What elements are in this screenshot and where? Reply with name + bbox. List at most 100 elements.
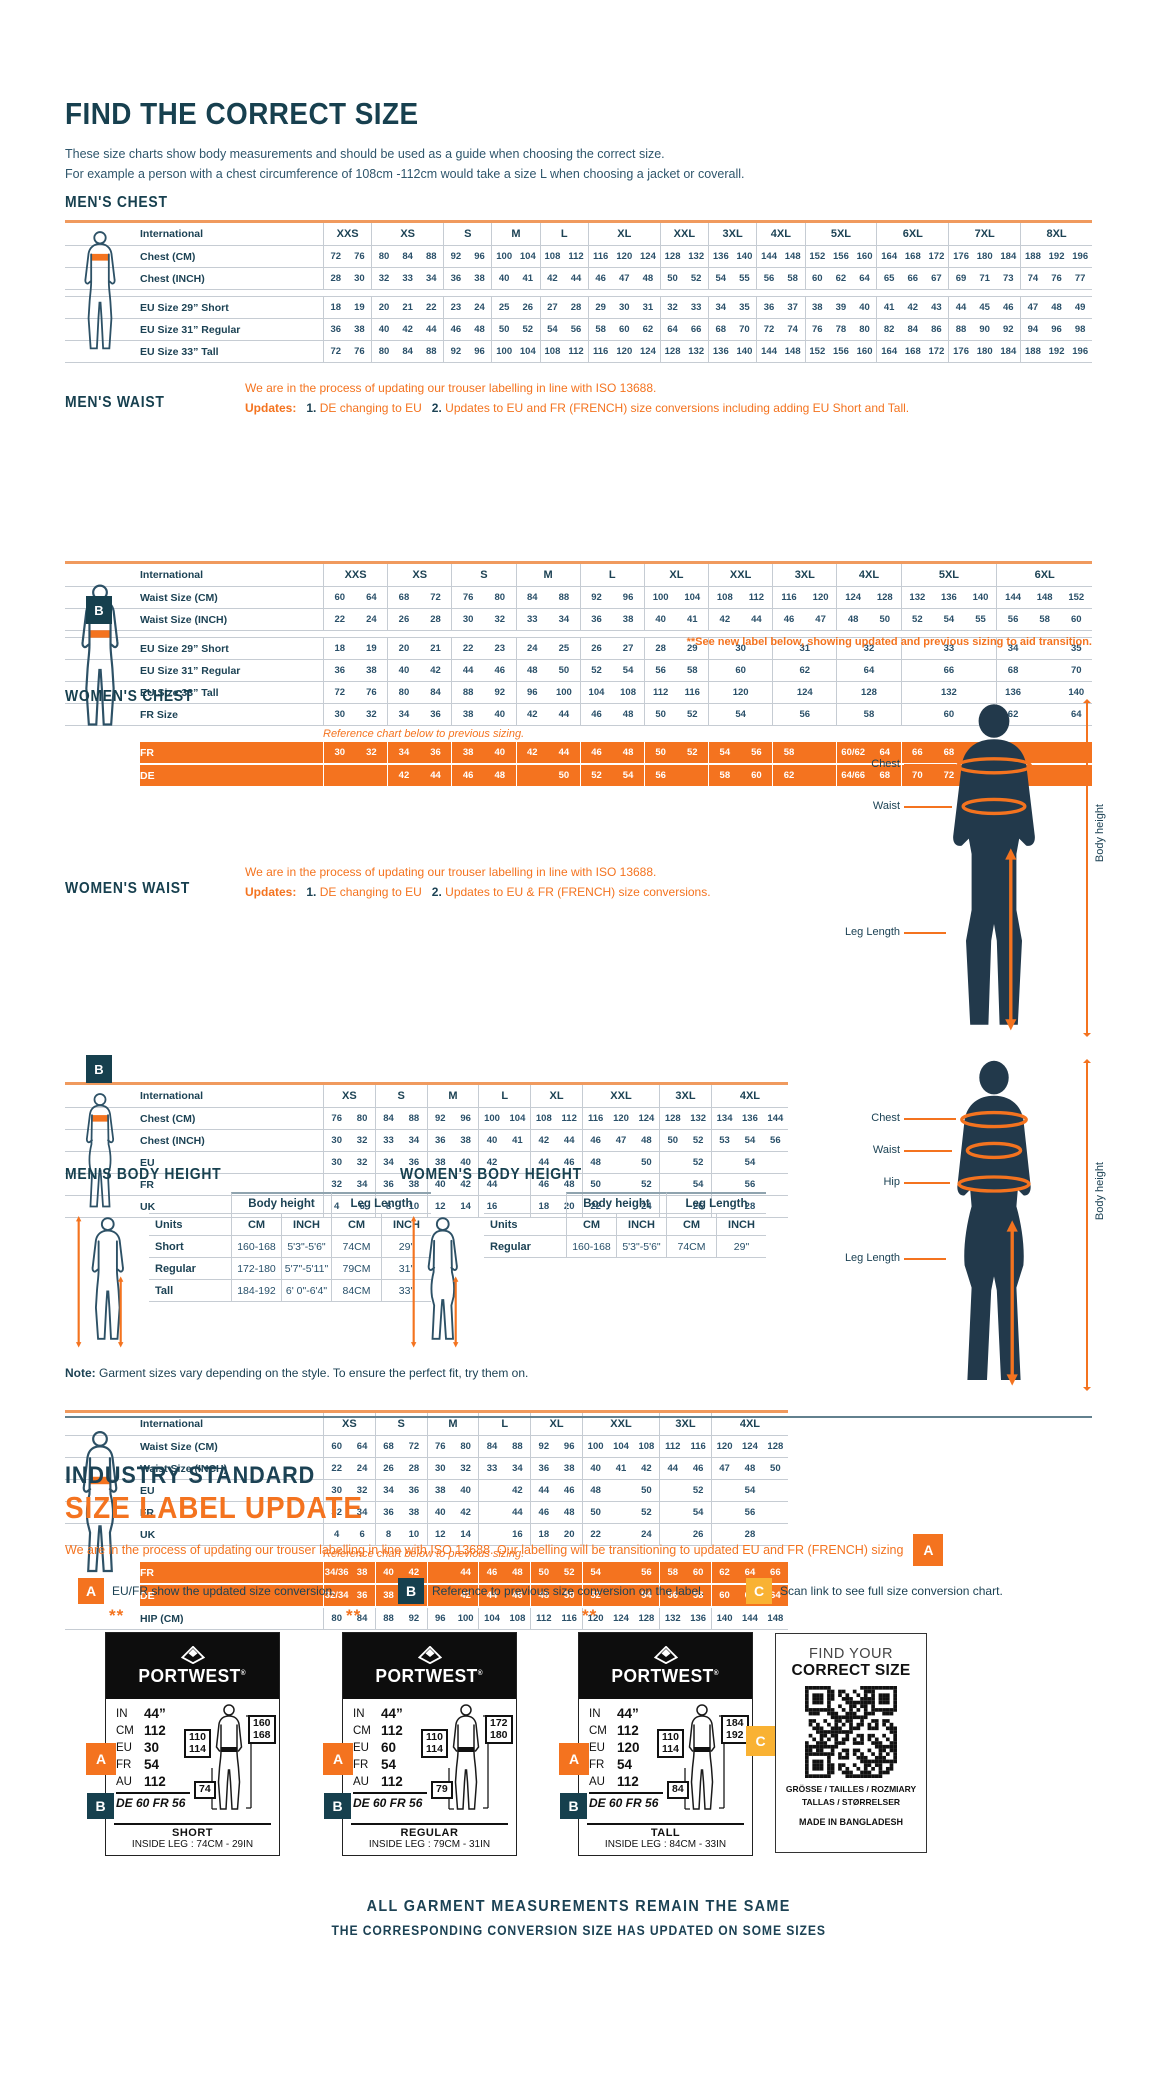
size-group: 136 140 [708, 246, 756, 267]
size-value: 128 [876, 592, 893, 603]
intro-line-1: These size charts show body measurements… [65, 147, 665, 161]
card-body: IN 44” CM 112 EU 60 FR 54 AU 112 DE 60 FR 56 [353, 1705, 427, 1810]
row-label: FR [140, 746, 154, 759]
womens-body-height-table: Body height Leg Length Units CM INCH CM INCH Re… [484, 1192, 766, 1258]
size-value: 66 [912, 747, 923, 758]
size-value: 36 [383, 1179, 394, 1190]
size-value: 80 [460, 1441, 471, 1452]
size-group: 22 24 [323, 609, 387, 630]
size-value: 40 [859, 302, 870, 313]
row-body: Chest (INCH) 30 32 33 34 36 38 40 41 42 44 46 47 48 50… [140, 1130, 788, 1151]
size-value: 58 [686, 665, 698, 676]
size-group: 140 144 148 [710, 1608, 788, 1629]
size-value: 68 [1007, 665, 1019, 676]
footer-line-2: THE CORRESPONDING CONVERSION SIZE HAS UP… [0, 1922, 1157, 1940]
card-header: PORTWEST® [343, 1633, 516, 1699]
row-label: Regular [490, 1240, 531, 1253]
size-value: 104 [684, 592, 701, 603]
previous-size-reference: DE 60 FR 56 [589, 1795, 659, 1810]
size-column-header: 4XL [756, 223, 804, 245]
size-value: 43 [931, 302, 942, 313]
size-group: 64 66 [659, 319, 708, 340]
size-value: 46 [595, 273, 606, 284]
table-row: EU 30 32 34 36 38 40 42 44 46 48 50 52 54 [65, 1480, 788, 1502]
size-value: 47 [615, 1135, 627, 1146]
size-group: 62 64 66 [710, 1562, 788, 1583]
size-group: 104 108 [579, 682, 644, 703]
table-row: Tall 184-192 6' 0"-6'4" 84CM 33" [149, 1280, 431, 1302]
size-value: 184 [1000, 251, 1017, 262]
group-header-cell: Body height [231, 1192, 331, 1213]
size-group: 132 [900, 682, 997, 703]
measurement-key: EU [116, 1741, 132, 1754]
table-row: HIP (CM) 80 84 88 92 96 100 104 108 112 116 120 124 1… [65, 1608, 788, 1630]
size-value: 36 [408, 1485, 420, 1496]
measurement-row: AU 112 [589, 1773, 661, 1790]
row-data: 36 38 40 42 44 46 48 50 52 54 56 58 60 62 64 66 68 70 72 74… [323, 319, 1092, 340]
woman-waist-label: Waist [872, 1144, 900, 1156]
size-value: 48 [474, 324, 485, 335]
size-value: 54 [622, 665, 634, 676]
waist-measure-box: 110 114 [657, 1729, 684, 1759]
size-group: 38 40 [451, 742, 515, 763]
leg-measure-box: 74 [194, 1781, 216, 1799]
size-value: 62 [642, 324, 654, 335]
intro-line-2: For example a person with a chest circum… [65, 167, 745, 181]
size-value: 29 [686, 643, 698, 654]
size-value: 80 [398, 687, 410, 698]
size-value: 116 [593, 251, 609, 262]
row-label: EU Size 31” Regular [140, 323, 241, 336]
size-value: XS [412, 569, 428, 581]
size-value: 73 [1003, 273, 1014, 284]
size-value: 132 [688, 251, 705, 262]
badge-b-womens-waist: B [86, 1055, 112, 1083]
size-value: 38 [366, 665, 377, 676]
size-group: 46 48 [579, 742, 644, 763]
size-value: 50 [538, 1567, 550, 1578]
row-data: 22 24 26 28 30 32 33 34 36 38 40 41 42 44 46 47 48 50 [323, 1458, 788, 1479]
size-value: 56 [763, 273, 775, 284]
inside-leg: INSIDE LEG : 84CM - 33IN [604, 1839, 727, 1850]
size-value: 16 [486, 1201, 498, 1212]
size-group: 46 47 48 [587, 268, 660, 289]
size-group: 72 76 [323, 682, 387, 703]
size-group: 80 84 [323, 1608, 375, 1629]
size-value: 38 [408, 1179, 420, 1190]
row-label: FR [140, 1178, 154, 1191]
womens-waist-figure-icon [82, 1431, 118, 1573]
size-group: 188 192 196 [1020, 246, 1092, 267]
size-value: 67 [931, 273, 942, 284]
size-group: 44 [426, 1562, 479, 1583]
size-value: 34 [1007, 643, 1019, 654]
size-value: 64 [744, 1567, 756, 1578]
size-value: 38 [434, 1157, 446, 1168]
size-value: 34 [408, 1135, 420, 1146]
table-row: EU Size 33” Tall 72 76 80 84 88 92 96 100 104 108 1… [65, 341, 1092, 363]
size-column-header: M [426, 1413, 479, 1435]
size-group: 108 112 [539, 246, 588, 267]
woman-chest-label: Chest [871, 1112, 900, 1124]
measurement-value: 44” [617, 1706, 639, 1721]
size-value: 68 [715, 324, 727, 335]
measurement-key: EU [589, 1741, 605, 1754]
measurement-key: FR [589, 1758, 605, 1771]
size-value: 50 [590, 1507, 601, 1518]
industry-standard-heading: INDUSTRY STANDARD [65, 1462, 316, 1489]
man-body-height-arrow [1083, 699, 1091, 1037]
size-value: S [397, 1090, 405, 1102]
size-value: 12 [434, 1201, 446, 1212]
size-group: 124 128 [836, 587, 900, 608]
size-value: 52 [912, 614, 923, 625]
size-value: 47 [719, 1463, 730, 1474]
size-group: 60 64 [323, 587, 387, 608]
size-value: 152 [809, 251, 826, 262]
size-value: 160 [856, 251, 873, 262]
size-value: 56 [770, 1135, 781, 1146]
size-group: 144 148 152 [996, 587, 1092, 608]
size-value: 108 [544, 346, 561, 357]
size-value: 134 [716, 1113, 733, 1124]
size-group: 28 30 [323, 268, 371, 289]
size-value: 28 [570, 302, 582, 313]
figure-gutter [65, 1608, 140, 1629]
